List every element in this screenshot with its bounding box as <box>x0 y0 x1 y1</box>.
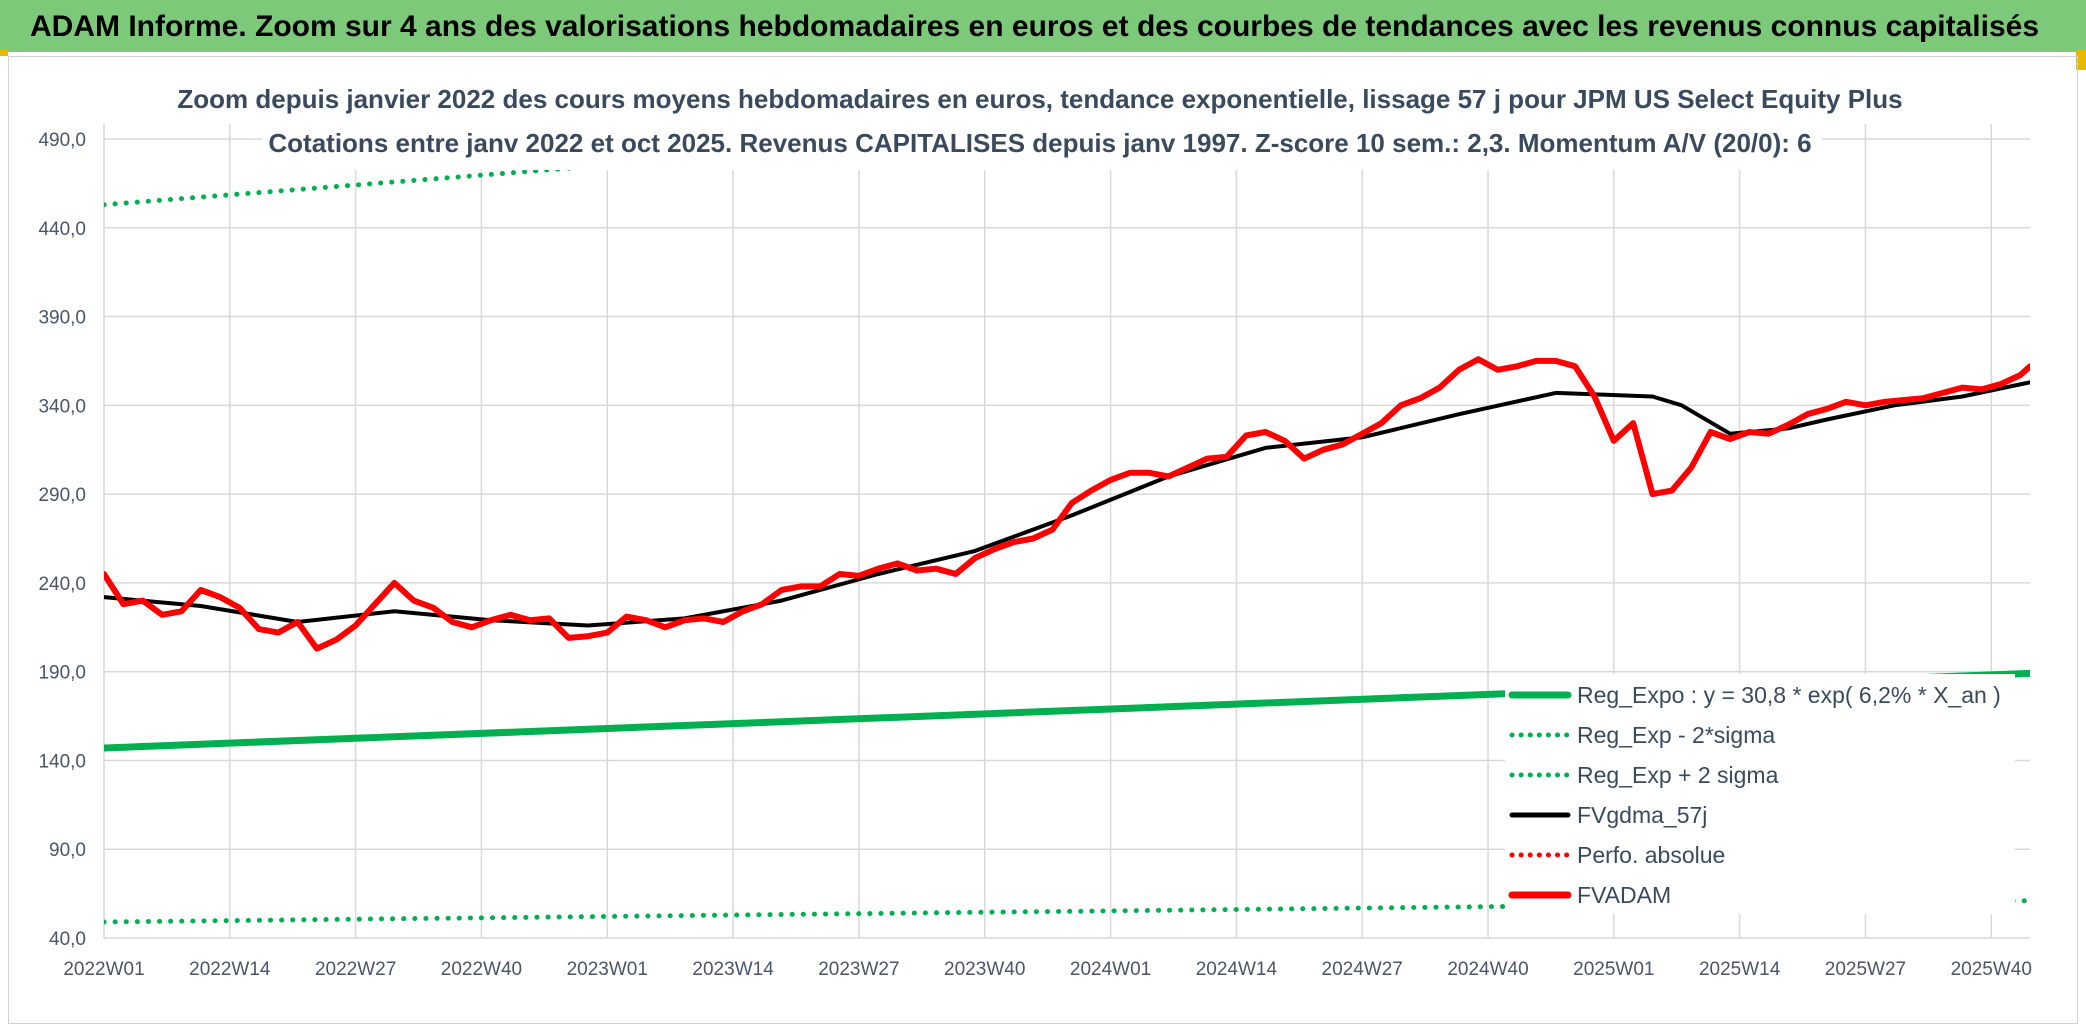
legend-label: FVgdma_57j <box>1577 802 1707 828</box>
x-tick-label: 2025W27 <box>1825 959 1906 980</box>
legend-label: FVADAM <box>1577 882 1671 908</box>
legend-label: Reg_Exp + 2 sigma <box>1577 762 1779 788</box>
x-tick-label: 2024W27 <box>1322 959 1403 980</box>
x-tick-label: 2022W14 <box>189 959 271 980</box>
y-tick-label: 190,0 <box>38 663 86 684</box>
y-tick-label: 390,0 <box>38 308 86 329</box>
y-tick-label: 490,0 <box>38 130 86 151</box>
banner-accent-right <box>2076 50 2086 70</box>
y-tick-label: 340,0 <box>38 396 86 417</box>
x-tick-label: 2024W14 <box>1196 959 1278 980</box>
y-tick-label: 290,0 <box>38 485 86 506</box>
legend-background <box>1505 674 2015 914</box>
x-tick-label: 2022W40 <box>441 959 522 980</box>
y-tick-label: 140,0 <box>38 751 86 772</box>
y-tick-label: 40,0 <box>49 929 86 950</box>
x-tick-label: 2022W01 <box>63 959 144 980</box>
chart-title: Zoom depuis janvier 2022 des cours moyen… <box>177 84 1902 114</box>
x-tick-label: 2024W40 <box>1447 959 1528 980</box>
x-tick-label: 2023W40 <box>944 959 1025 980</box>
x-tick-label: 2022W27 <box>315 959 396 980</box>
series-reg-exp-2-sigma <box>104 898 2030 925</box>
x-tick-label: 2025W40 <box>1951 959 2032 980</box>
report-title: ADAM Informe. Zoom sur 4 ans des valoris… <box>30 10 2040 43</box>
banner-accent-left <box>0 50 8 56</box>
y-axis-ticks: 40,0 90,0 140,0 190,0 240,0 290,0 340,0 390,0 44… <box>38 130 86 950</box>
chart-frame <box>8 56 2078 1024</box>
x-tick-label: 2023W01 <box>567 959 648 980</box>
y-tick-label: 440,0 <box>38 219 86 240</box>
legend-label: Perfo. absolue <box>1577 842 1725 868</box>
chart-subtitle: Cotations entre janv 2022 et oct 2025. R… <box>268 128 1811 158</box>
legend-label: Reg_Expo : y = 30,8 * exp( 6,2% * X_an ) <box>1577 682 2001 708</box>
legend-label: Reg_Exp - 2*sigma <box>1577 722 1775 748</box>
y-tick-label: 240,0 <box>38 574 86 595</box>
x-tick-label: 2023W27 <box>818 959 899 980</box>
legend: Reg_Expo : y = 30,8 * exp( 6,2% * X_an )… <box>1505 674 2015 914</box>
y-tick-label: 90,0 <box>49 840 86 861</box>
x-tick-label: 2025W01 <box>1573 959 1654 980</box>
series-fvgdma-57j <box>104 380 2030 628</box>
series-fvadam <box>104 356 2030 652</box>
report-banner: ADAM Informe. Zoom sur 4 ans des valoris… <box>0 0 2086 52</box>
x-tick-label: 2023W14 <box>692 959 774 980</box>
title-background <box>262 80 1822 170</box>
x-tick-label: 2025W14 <box>1699 959 1781 980</box>
x-tick-label: 2024W01 <box>1070 959 1151 980</box>
x-axis-ticks: 2022W01 2022W14 2022W27 2022W40 2023W01 2023W… <box>63 959 2032 980</box>
